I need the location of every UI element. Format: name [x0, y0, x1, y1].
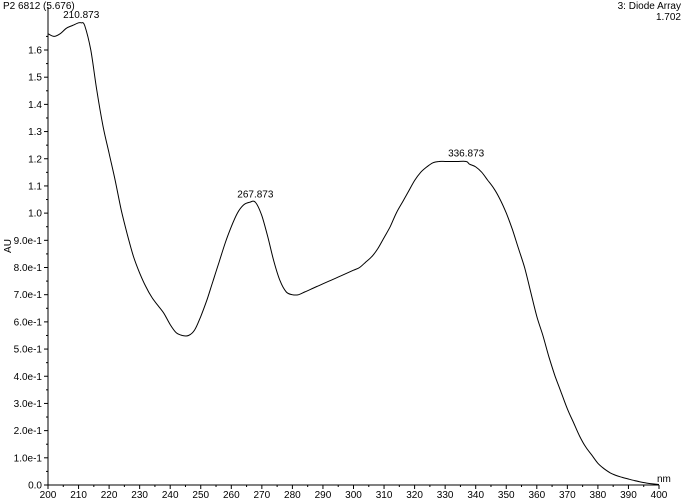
- x-tick-label: 390: [620, 490, 637, 501]
- y-tick-label: 2.0e-1: [14, 426, 43, 437]
- peak-label: 267.873: [237, 189, 274, 200]
- x-tick-label: 300: [345, 490, 362, 501]
- chart-header-sample: P2 6812 (5.676): [3, 1, 75, 12]
- y-tick-label: 1.1: [28, 181, 42, 192]
- y-tick-label: 1.0e-1: [14, 453, 43, 464]
- peak-label: 336.873: [448, 148, 485, 159]
- x-tick-label: 380: [590, 490, 607, 501]
- x-tick-label: 400: [651, 490, 668, 501]
- x-tick-label: 240: [162, 490, 179, 501]
- y-tick-label: 1.2: [28, 154, 42, 165]
- peak-label: 210.873: [63, 10, 100, 21]
- chart-labels: AU nm 210.873 267.873 336.873: [3, 10, 671, 485]
- x-tick-label: 200: [40, 490, 57, 501]
- spectrum-line: [47, 22, 660, 485]
- chart-ticks: 0.0 1.0e-1 2.0e-1 3.0e-1 4.0e-1 5.0e-1 6.0e-1 7…: [14, 35, 668, 501]
- x-tick-label: 310: [376, 490, 393, 501]
- x-tick-label: 360: [528, 490, 545, 501]
- x-tick-label: 270: [254, 490, 271, 501]
- y-tick-label: 4.0e-1: [14, 372, 43, 383]
- y-tick-label: 3.0e-1: [14, 399, 43, 410]
- y-tick-label: 1.5: [28, 73, 42, 84]
- x-tick-label: 220: [101, 490, 118, 501]
- y-tick-label: 0.0: [28, 481, 42, 492]
- chart-header-detector: 3: Diode Array: [617, 1, 681, 12]
- y-tick-label: 5.0e-1: [14, 345, 43, 356]
- y-tick-label: 1.6: [28, 46, 42, 57]
- y-axis-label: AU: [3, 239, 14, 253]
- x-tick-label: 370: [559, 490, 576, 501]
- y-tick-label: 9.0e-1: [14, 236, 43, 247]
- x-axis-unit-label: nm: [657, 474, 671, 485]
- chart-header-max-value: 1.702: [655, 12, 681, 23]
- x-tick-label: 280: [284, 490, 301, 501]
- x-tick-label: 260: [223, 490, 240, 501]
- x-tick-label: 350: [498, 490, 515, 501]
- y-tick-label: 6.0e-1: [14, 317, 43, 328]
- y-tick-label: 1.3: [28, 127, 42, 138]
- y-tick-label: 1.0: [28, 209, 42, 220]
- x-tick-label: 230: [131, 490, 148, 501]
- x-tick-label: 210: [70, 490, 87, 501]
- y-tick-label: 1.4: [28, 100, 42, 111]
- chart-series: [47, 22, 660, 485]
- x-tick-label: 320: [406, 490, 423, 501]
- x-tick-label: 290: [315, 490, 332, 501]
- y-tick-label: 7.0e-1: [14, 290, 43, 301]
- x-tick-label: 250: [192, 490, 209, 501]
- x-tick-label: 340: [467, 490, 484, 501]
- chart-axes: [47, 7, 659, 486]
- x-tick-label: 330: [437, 490, 454, 501]
- y-tick-label: 8.0e-1: [14, 263, 43, 274]
